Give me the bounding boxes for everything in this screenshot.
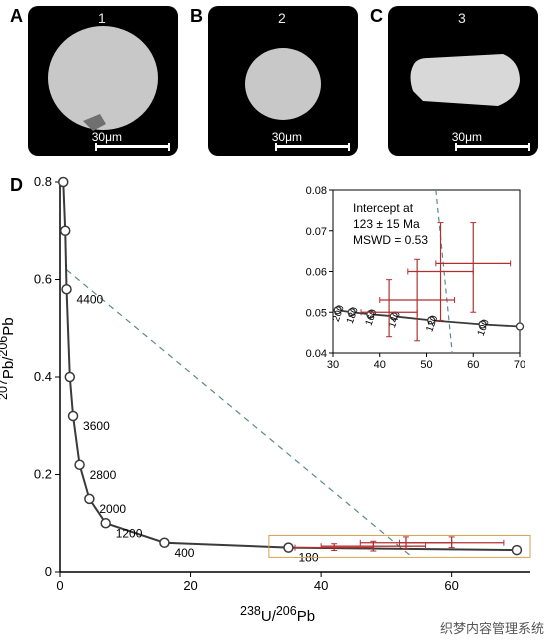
scale-c-bar [455,145,530,148]
grain-image-c: 3 30μm [388,6,538,156]
svg-text:60: 60 [444,578,458,593]
svg-text:0.08: 0.08 [306,185,327,197]
svg-text:123 ± 15 Ma: 123 ± 15 Ma [353,217,420,231]
svg-text:3600: 3600 [83,419,110,433]
svg-text:70: 70 [514,359,525,371]
svg-text:0.2: 0.2 [34,467,52,482]
panel-c-label: C [370,6,383,27]
grain-image-b: 2 30μm [208,6,358,156]
y-axis-label: 207Pb/206Pb [0,317,17,400]
footer-text: 织梦内容管理系统 [440,618,544,637]
svg-text:0.06: 0.06 [306,267,327,279]
grain-c-number: 3 [458,10,466,26]
svg-text:2000: 2000 [99,502,126,516]
panel-b-label: B [190,6,203,27]
svg-text:40: 40 [314,578,328,593]
svg-text:Intercept at: Intercept at [353,201,414,215]
grain-a-number: 1 [98,10,106,26]
svg-text:4400: 4400 [77,292,104,306]
svg-text:0.04: 0.04 [306,348,327,360]
grain-image-a: 1 30μm [28,6,178,156]
svg-text:20: 20 [183,578,197,593]
svg-text:60: 60 [467,359,479,371]
svg-text:30: 30 [327,359,339,371]
svg-text:0: 0 [56,578,63,593]
svg-text:40: 40 [374,359,386,371]
x-axis-label: 238U/206Pb [240,604,315,625]
svg-text:0.07: 0.07 [306,226,327,238]
svg-text:0.6: 0.6 [34,272,52,287]
svg-text:1200: 1200 [116,526,143,540]
scale-a-bar [95,145,170,148]
grain-b-number: 2 [278,10,286,26]
scale-b-bar [275,145,350,148]
svg-text:MSWD = 0.53: MSWD = 0.53 [353,233,428,247]
panel-a-label: A [10,6,23,27]
svg-text:50: 50 [420,359,432,371]
svg-text:0.4: 0.4 [34,369,52,384]
concordia-inset-plot: 30405060700.040.050.060.070.082001801601… [295,185,525,375]
svg-text:0.8: 0.8 [34,174,52,189]
svg-text:2800: 2800 [90,468,117,482]
svg-text:0.05: 0.05 [306,307,327,319]
svg-text:0: 0 [45,564,52,579]
svg-text:400: 400 [174,546,194,560]
